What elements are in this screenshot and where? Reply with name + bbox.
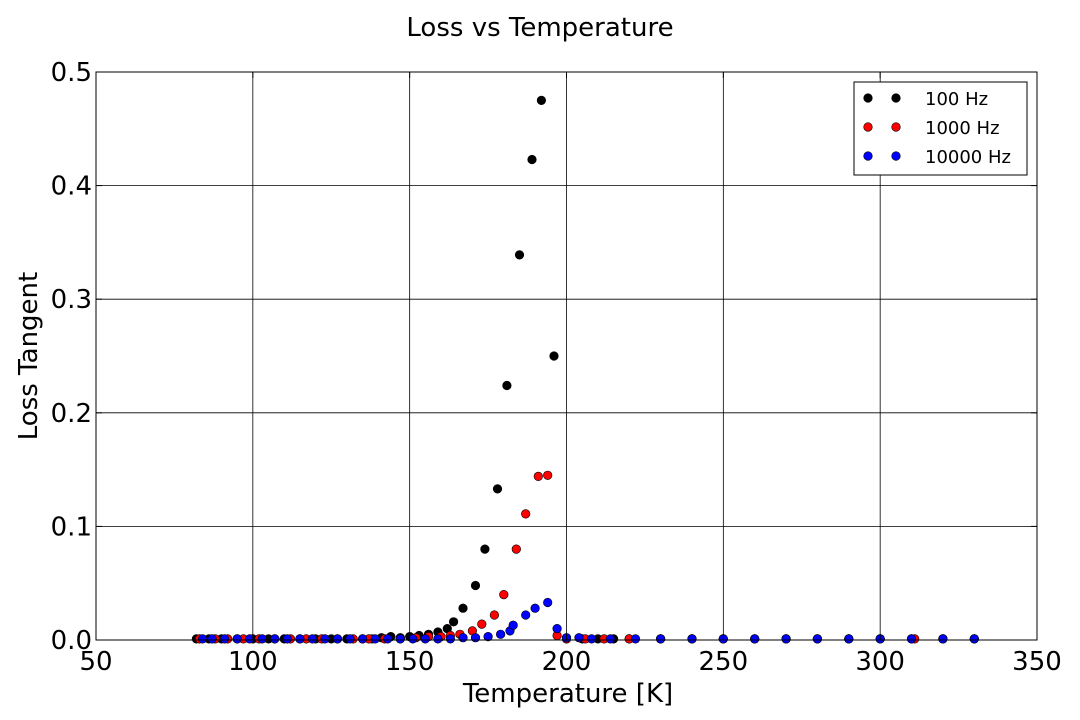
data-point	[906, 634, 917, 644]
data-point	[750, 634, 760, 644]
data-point	[938, 634, 948, 644]
x-tick-label: 250	[699, 647, 749, 677]
data-point	[483, 631, 493, 642]
x-tick-label: 350	[1012, 647, 1062, 677]
data-point	[533, 471, 543, 482]
legend: 100 Hz 1000 Hz 10000 Hz	[853, 81, 1028, 176]
series-1	[194, 470, 979, 644]
data-point	[245, 634, 255, 644]
y-axis-label: Loss Tangent	[14, 272, 44, 440]
data-point	[521, 610, 531, 620]
data-point	[270, 634, 280, 644]
data-point	[480, 544, 490, 554]
legend-marker	[863, 122, 873, 132]
y-tick-label: 0.0	[51, 626, 92, 656]
data-points	[191, 95, 979, 644]
data-point	[552, 623, 562, 634]
data-point	[781, 634, 791, 644]
x-tick-label: 200	[542, 647, 592, 677]
data-point	[383, 634, 393, 644]
data-point	[477, 619, 487, 629]
data-point	[420, 634, 430, 644]
data-point	[508, 620, 518, 630]
y-tick-label: 0.3	[51, 285, 92, 315]
grid-lines	[96, 72, 1037, 640]
legend-marker	[891, 122, 901, 132]
data-point	[543, 597, 553, 608]
data-point	[207, 634, 217, 644]
data-point	[307, 634, 318, 644]
x-tick-label: 300	[855, 647, 905, 677]
y-tick-label: 0.1	[51, 512, 92, 542]
data-point	[408, 634, 418, 644]
data-point	[445, 634, 456, 644]
data-point	[358, 634, 368, 644]
data-point	[844, 634, 854, 644]
data-point	[527, 154, 537, 165]
legend-marker	[863, 93, 873, 103]
data-point	[395, 634, 405, 644]
chart-title: Loss vs Temperature	[406, 13, 673, 43]
y-tick-label: 0.4	[51, 172, 92, 202]
legend-marker	[863, 151, 873, 161]
series-2	[198, 597, 979, 644]
legend-label: 10000 Hz	[925, 147, 1011, 168]
data-point	[536, 95, 547, 105]
data-point	[514, 250, 525, 260]
legend-box	[853, 81, 1028, 176]
data-point	[530, 603, 540, 613]
data-point	[499, 589, 509, 600]
data-point	[282, 634, 292, 644]
x-axis-label: Temperature [K]	[462, 679, 673, 709]
data-point	[320, 634, 330, 644]
data-point	[470, 633, 481, 643]
x-tick-label: 150	[385, 647, 435, 677]
data-point	[630, 634, 641, 644]
data-point	[433, 634, 443, 644]
data-point	[687, 634, 697, 644]
y-tick-label: 0.2	[51, 399, 92, 429]
data-point	[502, 380, 512, 391]
data-point	[449, 617, 459, 627]
data-point	[511, 544, 521, 554]
data-point	[370, 634, 380, 644]
data-point	[458, 633, 468, 643]
data-point	[345, 634, 355, 644]
data-point	[220, 634, 230, 644]
data-point	[458, 603, 468, 613]
axis-ticks: 50 100 150 200 250 300 350 0.0 0.1 0.2 0.3 0.4 0.5	[51, 58, 1062, 677]
data-point	[198, 634, 208, 644]
legend-marker	[891, 151, 901, 161]
data-point	[543, 470, 553, 480]
legend-marker	[891, 93, 901, 103]
data-point	[605, 634, 616, 644]
series-0	[191, 95, 979, 644]
data-point	[812, 634, 823, 644]
x-tick-label: 50	[79, 647, 112, 677]
data-point	[574, 633, 584, 643]
data-point	[521, 509, 531, 519]
x-tick-label: 100	[228, 647, 278, 677]
data-point	[332, 634, 343, 644]
data-point	[257, 634, 267, 644]
data-point	[492, 484, 503, 494]
data-point	[232, 634, 242, 644]
data-point	[655, 634, 666, 644]
data-point	[549, 351, 559, 361]
data-point	[295, 634, 305, 644]
data-point	[969, 634, 979, 644]
data-point	[489, 610, 500, 620]
data-point	[586, 634, 597, 644]
legend-label: 1000 Hz	[925, 118, 1000, 139]
legend-label: 100 Hz	[925, 89, 988, 110]
y-tick-label: 0.5	[51, 58, 92, 88]
data-point	[470, 580, 481, 591]
data-point	[496, 629, 506, 639]
